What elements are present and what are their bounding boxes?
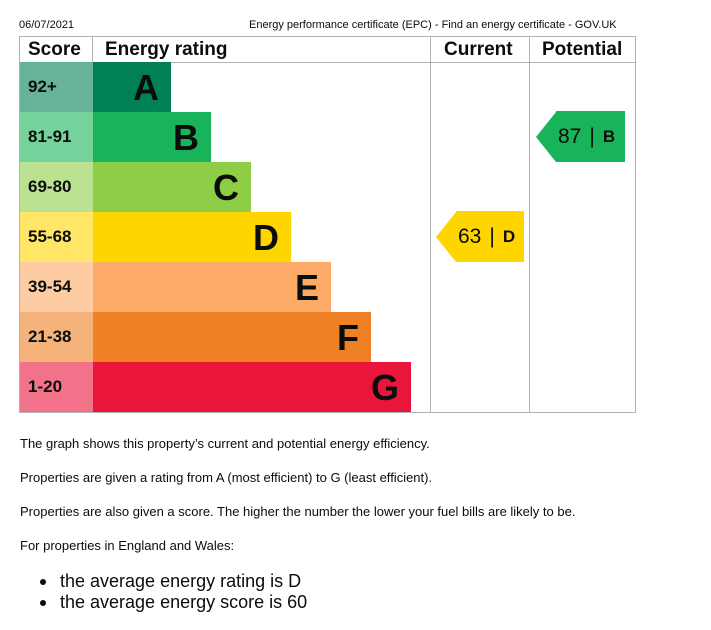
band-score-range: 39-54 — [20, 262, 93, 312]
energy-rating-chart: Score Energy rating Current Potential 92… — [19, 36, 636, 413]
potential-arrow-tip — [536, 111, 556, 162]
band-bar: G — [93, 362, 411, 412]
current-rating-arrow: 63 | D — [436, 211, 524, 262]
band-bar: F — [93, 312, 371, 362]
average-bullets: the average energy rating is D the avera… — [40, 571, 307, 613]
paragraph-rating-explanation: Properties are given a rating from A (mo… — [20, 470, 433, 485]
current-arrow-body: 63 | D — [456, 211, 524, 262]
band-score-range: 81-91 — [20, 112, 93, 162]
average-score-bullet: the average energy score is 60 — [40, 592, 307, 613]
paragraph-graph-explanation: The graph shows this property’s current … — [20, 436, 430, 451]
current-score: 63 — [458, 224, 482, 248]
band-letter: A — [133, 67, 159, 108]
band-bar: E — [93, 262, 331, 312]
paragraph-england-wales: For properties in England and Wales: — [20, 538, 235, 553]
band-letter: C — [213, 167, 239, 208]
band-letter: G — [370, 367, 399, 408]
band-bar: D — [93, 212, 291, 262]
potential-letter: B — [602, 126, 616, 146]
band-letter: D — [253, 217, 279, 258]
score-header: Score — [28, 39, 81, 60]
band-letter: F — [337, 317, 359, 358]
band-bar: B — [93, 112, 211, 162]
potential-divider — [529, 37, 530, 412]
average-rating-bullet: the average energy rating is D — [40, 571, 307, 592]
current-arrow-tip — [436, 211, 456, 262]
potential-rating-arrow: 87 | B — [536, 111, 625, 162]
band-score-range: 92+ — [20, 62, 93, 112]
header-divider — [20, 62, 635, 63]
band-score-range: 55-68 — [20, 212, 93, 262]
potential-score: 87 — [558, 124, 582, 148]
current-letter: D — [502, 226, 516, 246]
current-header: Current — [444, 39, 513, 60]
band-bar: A — [93, 62, 171, 112]
print-date: 06/07/2021 — [19, 19, 75, 31]
page-title: Energy performance certificate (EPC) - F… — [249, 19, 617, 31]
band-score-range: 69-80 — [20, 162, 93, 212]
band-score-range: 1-20 — [20, 362, 93, 412]
potential-header: Potential — [542, 39, 623, 60]
band-letter: E — [294, 267, 319, 308]
band-bar: C — [93, 162, 251, 212]
paragraph-score-explanation: Properties are also given a score. The h… — [20, 504, 576, 519]
current-divider — [430, 37, 431, 412]
current-separator: | — [489, 224, 495, 248]
potential-arrow-body: 87 | B — [556, 111, 625, 162]
band-score-range: 21-38 — [20, 312, 93, 362]
band-letter: B — [173, 117, 199, 158]
energy-rating-header: Energy rating — [105, 39, 228, 60]
potential-separator: | — [589, 124, 595, 148]
